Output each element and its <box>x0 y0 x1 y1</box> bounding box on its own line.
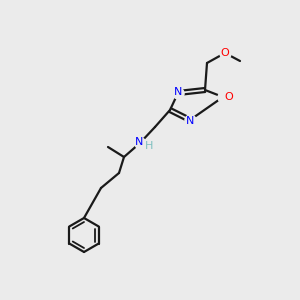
Text: H: H <box>145 141 153 151</box>
Text: N: N <box>174 87 182 97</box>
Text: N: N <box>186 116 194 126</box>
Text: O: O <box>225 92 233 102</box>
Text: O: O <box>220 48 230 58</box>
Text: N: N <box>135 137 143 147</box>
